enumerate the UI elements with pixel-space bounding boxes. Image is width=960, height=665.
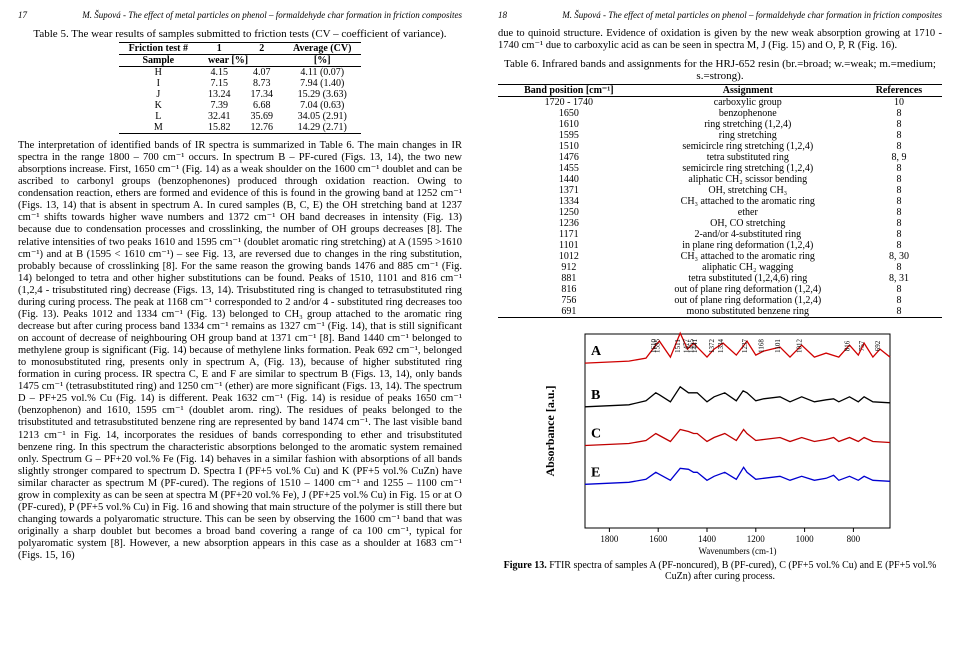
svg-text:A: A — [591, 344, 602, 359]
t5-h1: Friction test # — [119, 43, 198, 55]
svg-text:1372: 1372 — [708, 339, 716, 354]
svg-text:1200: 1200 — [747, 534, 766, 544]
svg-text:1441: 1441 — [691, 339, 699, 354]
table-row: 691mono substituted benzene ring8 — [498, 306, 942, 318]
t6-h2: Assignment — [640, 85, 856, 97]
table-row: 1510semicircle ring stretching (1,2,4)8 — [498, 141, 942, 152]
svg-text:1334: 1334 — [717, 339, 725, 354]
table-row: 816out of plane ring deformation (1,2,4)… — [498, 284, 942, 295]
t5-h3: 2 — [241, 43, 284, 55]
table-row: 1595ring stretching8 — [498, 130, 942, 141]
svg-text:1800: 1800 — [600, 534, 619, 544]
fig13-text: FTIR spectra of samples A (PF-noncured),… — [547, 560, 937, 582]
table-row: 881tetra substituted (1,2,4,6) ring8, 31 — [498, 273, 942, 284]
t5-s1: Sample — [119, 55, 198, 67]
table-row: K7.396.687.04 (0.63) — [119, 100, 362, 111]
table-row: 1371OH, stretching CH₃8 — [498, 185, 942, 196]
svg-text:692: 692 — [874, 340, 882, 351]
left-page: 17 M. Šupová - The effect of metal parti… — [0, 0, 480, 665]
t5-h2: 1 — [198, 43, 241, 55]
table6-caption: Table 6. Infrared bands and assignments … — [498, 58, 942, 82]
table-row: J13.2417.3415.29 (3.63) — [119, 89, 362, 100]
svg-text:1237: 1237 — [741, 339, 749, 354]
table-row: 1650benzophenone8 — [498, 108, 942, 119]
table-row: M15.8212.7614.29 (2.71) — [119, 122, 362, 134]
page-number: 17 — [18, 10, 27, 20]
table5-header-row2: Sample wear [%] [%] — [119, 55, 362, 67]
table-row: 1440aliphatic CH₂ scissor bending8 — [498, 174, 942, 185]
table6-header: Band position [cm⁻¹] Assignment Referenc… — [498, 85, 942, 97]
table-row: 1012CH₃ attached to the aromatic ring8, … — [498, 251, 942, 262]
table-row: L32.4135.6934.05 (2.91) — [119, 111, 362, 122]
table-row: 1101in plane ring deformation (1,2,4)8 — [498, 240, 942, 251]
svg-text:800: 800 — [847, 534, 861, 544]
svg-text:1600: 1600 — [649, 534, 668, 544]
svg-text:Absorbance [a.u.]: Absorbance [a.u.] — [543, 386, 557, 477]
table5-header-row1: Friction test # 1 2 Average (CV) — [119, 43, 362, 55]
table-row: 1720 - 1740carboxylic group10 — [498, 97, 942, 109]
left-body-text: The interpretation of identified bands o… — [18, 140, 462, 562]
t5-h4: Average (CV) — [283, 43, 361, 55]
svg-text:1012: 1012 — [796, 339, 804, 354]
table-row: 11712-and/or 4-substituted ring8 — [498, 229, 942, 240]
svg-text:B: B — [591, 388, 600, 403]
table-row: 756out of plane ring deformation (1,2,4)… — [498, 295, 942, 306]
svg-text:816: 816 — [843, 340, 851, 351]
running-title: M. Šupová - The effect of metal particle… — [562, 10, 942, 20]
ftir-spectra-svg: 1800 1600 1400 1200 1000 800 Wavenumbers (cm-1… — [540, 326, 900, 556]
page-header-left: 17 M. Šupová - The effect of metal parti… — [18, 10, 462, 20]
page-number: 18 — [498, 10, 507, 20]
ftir-chart: 1800 1600 1400 1200 1000 800 Wavenumbers (cm-1… — [498, 326, 942, 556]
right-page: 18 M. Šupová - The effect of metal parti… — [480, 0, 960, 665]
table-row: H4.154.074.11 (0.07) — [119, 67, 362, 79]
table-row: 1236OH, CO stretching8 — [498, 218, 942, 229]
t6-h3: References — [856, 85, 942, 97]
svg-text:1101: 1101 — [774, 339, 782, 353]
fig13-bold: Figure 13. — [504, 560, 547, 571]
table5: Friction test # 1 2 Average (CV) Sample … — [119, 42, 362, 134]
table-row: 1455semicircle ring stretching (1,2,4)8 — [498, 163, 942, 174]
table-row: 1610ring stretching (1,2,4)8 — [498, 119, 942, 130]
svg-text:1000: 1000 — [796, 534, 815, 544]
table5-caption: Table 5. The wear results of samples sub… — [18, 28, 462, 40]
t6-h1: Band position [cm⁻¹] — [498, 85, 640, 97]
right-intro: due to quinoid structure. Evidence of ox… — [498, 28, 942, 52]
table-row: 1334CH₃ attached to the aromatic ring8 — [498, 196, 942, 207]
t5-s2: wear [%] — [198, 55, 283, 67]
svg-text:C: C — [591, 427, 601, 442]
svg-text:1400: 1400 — [698, 534, 717, 544]
svg-text:1168: 1168 — [758, 339, 766, 353]
table6: Band position [cm⁻¹] Assignment Referenc… — [498, 84, 942, 318]
t5-s4: [%] — [283, 55, 361, 67]
svg-text:1595: 1595 — [653, 339, 661, 354]
svg-text:1511: 1511 — [674, 339, 682, 353]
svg-text:757: 757 — [858, 340, 866, 351]
svg-text:E: E — [591, 465, 600, 480]
table-row: I7.158.737.94 (1.40) — [119, 78, 362, 89]
table-row: 912aliphatic CH₂ wagging8 — [498, 262, 942, 273]
svg-text:Wavenumbers (cm-1): Wavenumbers (cm-1) — [699, 546, 777, 556]
table-row: 1476tetra substituted ring8, 9 — [498, 152, 942, 163]
page-header-right: 18 M. Šupová - The effect of metal parti… — [498, 10, 942, 20]
figure13-caption: Figure 13. FTIR spectra of samples A (PF… — [498, 560, 942, 582]
running-title: M. Šupová - The effect of metal particle… — [82, 10, 462, 20]
table-row: 1250ether8 — [498, 207, 942, 218]
